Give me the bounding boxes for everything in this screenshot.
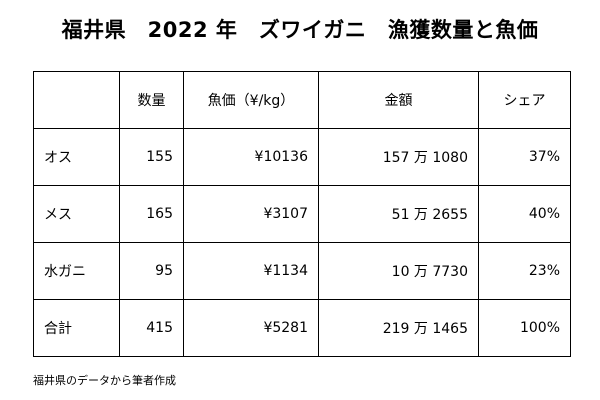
table-row: オス 155 ¥10136 157 万 1080 37% bbox=[33, 128, 571, 186]
row-label: オス bbox=[33, 128, 120, 186]
value-cell: 165 bbox=[119, 185, 184, 243]
value-cell: ¥3107 bbox=[183, 185, 319, 243]
value-cell: 157 万 1080 bbox=[318, 128, 479, 186]
table-row: 合計 415 ¥5281 219 万 1465 100% bbox=[33, 299, 571, 357]
value-cell: ¥10136 bbox=[183, 128, 319, 186]
row-label: メス bbox=[33, 185, 120, 243]
row-label: 合計 bbox=[33, 299, 120, 357]
value-cell: 51 万 2655 bbox=[318, 185, 479, 243]
value-cell: ¥1134 bbox=[183, 242, 319, 300]
table-row: 水ガニ 95 ¥1134 10 万 7730 23% bbox=[33, 242, 571, 300]
value-cell: 10 万 7730 bbox=[318, 242, 479, 300]
source-note: 福井県のデータから筆者作成 bbox=[33, 374, 176, 387]
row-label: 水ガニ bbox=[33, 242, 120, 300]
header-cell: 数量 bbox=[119, 71, 184, 129]
header-cell: 魚価（¥/kg） bbox=[183, 71, 319, 129]
header-cell: シェア bbox=[478, 71, 571, 129]
value-cell: 155 bbox=[119, 128, 184, 186]
value-cell: 100% bbox=[478, 299, 571, 357]
value-cell: ¥5281 bbox=[183, 299, 319, 357]
value-cell: 23% bbox=[478, 242, 571, 300]
table-row: メス 165 ¥3107 51 万 2655 40% bbox=[33, 185, 571, 243]
value-cell: 415 bbox=[119, 299, 184, 357]
value-cell: 37% bbox=[478, 128, 571, 186]
table-body: オス 155 ¥10136 157 万 1080 37% メス 165 ¥3107 51 万 2… bbox=[33, 128, 571, 357]
data-table: 数量 魚価（¥/kg） 金額 シェア オス 155 ¥10136 157 万 1080 37%… bbox=[33, 71, 571, 357]
value-cell: 40% bbox=[478, 185, 571, 243]
header-cell: 金額 bbox=[318, 71, 479, 129]
corner-cell bbox=[33, 71, 120, 129]
header-row: 数量 魚価（¥/kg） 金額 シェア bbox=[33, 71, 571, 129]
value-cell: 95 bbox=[119, 242, 184, 300]
title: 福井県 2022 年 ズワイガニ 漁獲数量と魚価 bbox=[61, 18, 539, 42]
value-cell: 219 万 1465 bbox=[318, 299, 479, 357]
